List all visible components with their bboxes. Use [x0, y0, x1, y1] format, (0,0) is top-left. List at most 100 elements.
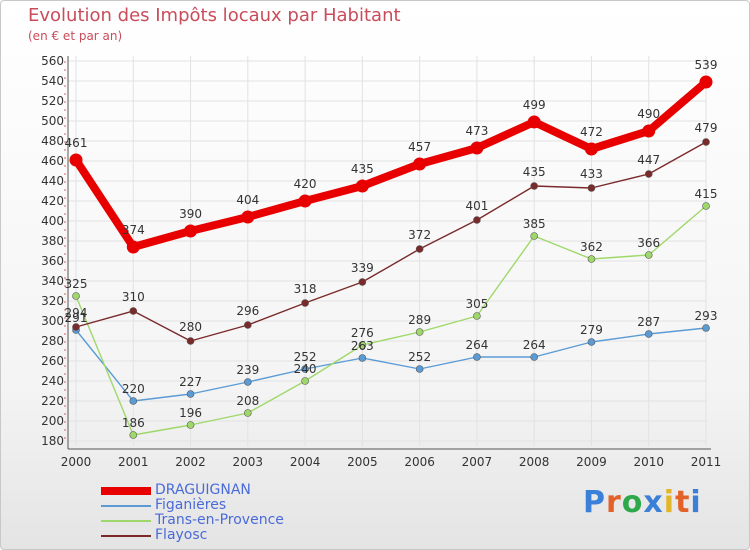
y-tick-label: 220: [41, 394, 64, 408]
data-label: 220: [122, 382, 145, 396]
data-point: [358, 278, 367, 286]
x-tick-label: 2007: [462, 455, 493, 469]
data-point: [587, 255, 596, 263]
x-tick-label: 2004: [290, 455, 321, 469]
data-point: [298, 194, 312, 208]
y-tick-label: 400: [41, 214, 64, 228]
y-tick-label: 560: [41, 54, 64, 68]
legend-label: Flayosc: [155, 527, 208, 543]
data-label: 186: [122, 416, 145, 430]
y-tick-label: 300: [41, 314, 64, 328]
data-label: 252: [408, 350, 431, 364]
data-label: 447: [637, 153, 660, 167]
data-point: [470, 141, 484, 155]
data-label: 415: [695, 187, 718, 201]
data-label: 490: [637, 107, 660, 121]
data-point: [530, 353, 538, 361]
data-label: 435: [523, 165, 546, 179]
data-label: 264: [523, 338, 546, 352]
x-tick-label: 2011: [691, 455, 722, 469]
data-point: [644, 251, 653, 259]
data-label: 433: [580, 167, 603, 181]
data-label: 472: [580, 125, 603, 139]
legend-swatch: [101, 520, 151, 522]
x-tick-label: 2008: [519, 455, 550, 469]
data-label: 385: [523, 217, 546, 231]
legend-item: Flayosc: [101, 527, 401, 544]
logo-letter: i: [663, 485, 676, 520]
logo-letter: i: [690, 485, 702, 520]
data-label: 289: [408, 313, 431, 327]
logo-letter: P: [583, 485, 606, 520]
data-label: 539: [695, 58, 718, 72]
data-point: [69, 153, 83, 167]
data-point: [530, 182, 538, 190]
logo-letter: o: [621, 485, 644, 520]
y-tick-label: 480: [41, 134, 64, 148]
data-label: 280: [179, 320, 202, 334]
data-label: 473: [465, 124, 488, 138]
y-tick-label: 180: [41, 434, 64, 448]
data-point: [129, 307, 138, 315]
x-tick-label: 2001: [118, 455, 149, 469]
legend-label: Trans-en-Provence: [155, 512, 284, 528]
y-tick-label: 500: [41, 114, 64, 128]
data-label: 276: [351, 326, 374, 340]
x-tick-label: 2009: [576, 455, 607, 469]
data-label: 239: [236, 363, 259, 377]
x-tick-label: 2000: [61, 455, 92, 469]
data-label: 318: [294, 282, 317, 296]
data-label: 240: [294, 362, 317, 376]
data-point: [301, 299, 309, 307]
data-label: 457: [408, 140, 431, 154]
series-line-figani-res: [75, 327, 707, 402]
y-tick-label: 200: [41, 414, 64, 428]
data-label: 499: [523, 98, 546, 112]
data-point: [702, 324, 710, 332]
logo-letter: t: [675, 485, 691, 520]
y-tick-label: 360: [41, 254, 64, 268]
data-point: [244, 378, 252, 386]
data-label: 374: [122, 223, 145, 237]
data-label: 366: [637, 236, 660, 250]
legend-label: Figanières: [155, 497, 227, 513]
data-point: [129, 431, 138, 439]
y-tick-label: 260: [41, 354, 64, 368]
data-point: [584, 142, 598, 156]
y-tick-label: 240: [41, 374, 64, 388]
legend-item: Trans-en-Provence: [101, 512, 401, 529]
data-point: [358, 341, 367, 349]
data-point: [355, 179, 369, 193]
data-label: 420: [294, 177, 317, 191]
y-tick-label: 280: [41, 334, 64, 348]
data-point: [301, 377, 309, 385]
legend-swatch: [101, 505, 151, 507]
data-label: 208: [236, 394, 259, 408]
chart-title: Evolution des Impôts locaux par Habitant: [28, 5, 401, 26]
chart-subtitle: (en € et par an): [28, 29, 123, 43]
data-label: 279: [580, 323, 603, 337]
data-point: [415, 365, 424, 373]
y-tick-label: 520: [41, 94, 64, 108]
x-tick-label: 2006: [404, 455, 435, 469]
series-line-flayosc: [75, 141, 707, 342]
proxiti-logo: Proxiti: [583, 485, 702, 520]
data-label: 362: [580, 240, 603, 254]
data-label: 461: [65, 136, 88, 150]
data-label: 252: [294, 350, 317, 364]
data-point: [358, 354, 367, 362]
legend-label: DRAGUIGNAN: [155, 482, 251, 498]
data-point: [642, 124, 656, 138]
x-tick-label: 2010: [633, 455, 664, 469]
data-point: [415, 328, 424, 336]
y-tick-label: 380: [41, 234, 64, 248]
data-point: [644, 170, 653, 178]
data-point: [241, 210, 255, 224]
data-label: 227: [179, 375, 202, 389]
series-line-trans-en-provence: [75, 205, 707, 436]
legend-swatch: [101, 487, 151, 495]
data-point: [413, 157, 427, 171]
data-point: [587, 338, 596, 346]
data-label: 435: [351, 162, 374, 176]
